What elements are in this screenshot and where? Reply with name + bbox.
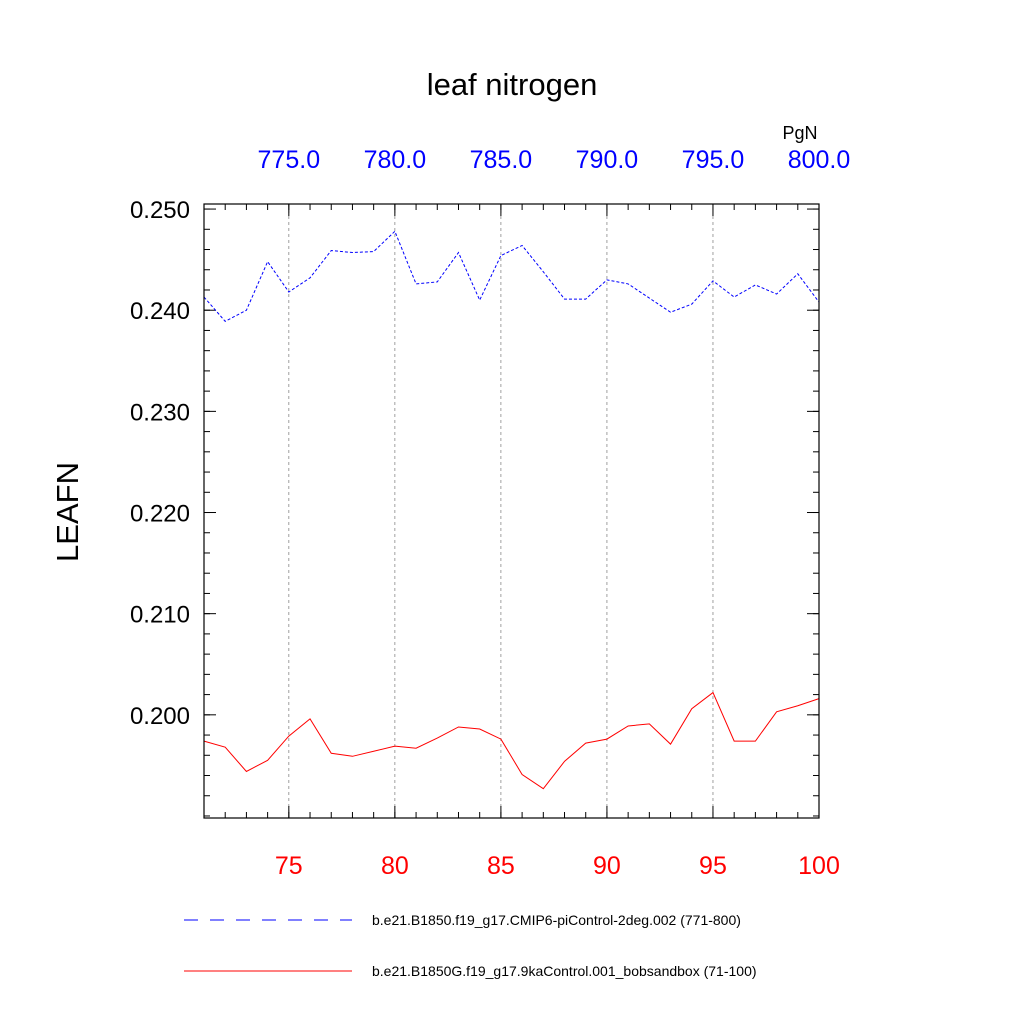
- x-bottom-tick-label-4: 95: [699, 852, 727, 880]
- x-bottom-tick-label-0: 75: [275, 852, 303, 880]
- x-top-tick-label-3: 790.0: [576, 146, 639, 174]
- x-bottom-tick-label-2: 85: [487, 852, 515, 880]
- plot-frame: [203, 203, 820, 819]
- y-tick-label-1: 0.210: [130, 602, 190, 629]
- legend: b.e21.B1850.f19_g17.CMIP6-piControl-2deg…: [184, 912, 757, 979]
- x-bottom-tick-label-5: 100: [798, 852, 840, 880]
- y-tick-label-3: 0.230: [130, 399, 190, 426]
- legend-label-red: b.e21.B1850G.f19_g17.9kaControl.001_bobs…: [372, 963, 757, 979]
- y-axis-label: LEAFN: [50, 462, 85, 562]
- x-bottom-tick-label-3: 90: [593, 852, 621, 880]
- y-tick-labels: 0.200 0.210 0.220 0.230 0.240 0.250: [130, 197, 190, 730]
- top-x-tick-labels: 775.0 780.0 785.0 790.0 795.0 800.0: [258, 146, 851, 174]
- units-label: PgN: [782, 123, 817, 143]
- x-top-tick-label-1: 780.0: [364, 146, 427, 174]
- x-top-tick-label-0: 775.0: [258, 146, 321, 174]
- x-bottom-tick-label-1: 80: [381, 852, 409, 880]
- chart-title: leaf nitrogen: [427, 67, 598, 102]
- x-top-tick-label-2: 785.0: [470, 146, 533, 174]
- x-top-tick-label-4: 795.0: [682, 146, 745, 174]
- series-lines: [203, 230, 820, 790]
- y-tick-label-2: 0.220: [130, 501, 190, 528]
- series-line-1: [203, 691, 820, 790]
- x-top-tick-label-5: 800.0: [788, 146, 851, 174]
- series-line-0: [203, 230, 820, 322]
- minor-ticks: [203, 204, 820, 818]
- y-tick-label-0: 0.200: [130, 703, 190, 730]
- major-ticks: [204, 204, 820, 818]
- bottom-x-tick-labels: 75 80 85 90 95 100: [275, 852, 840, 880]
- legend-label-blue: b.e21.B1850.f19_g17.CMIP6-piControl-2deg…: [372, 912, 741, 928]
- y-tick-label-4: 0.240: [130, 298, 190, 325]
- y-tick-label-5: 0.250: [130, 197, 190, 224]
- grid-lines: [288, 204, 714, 818]
